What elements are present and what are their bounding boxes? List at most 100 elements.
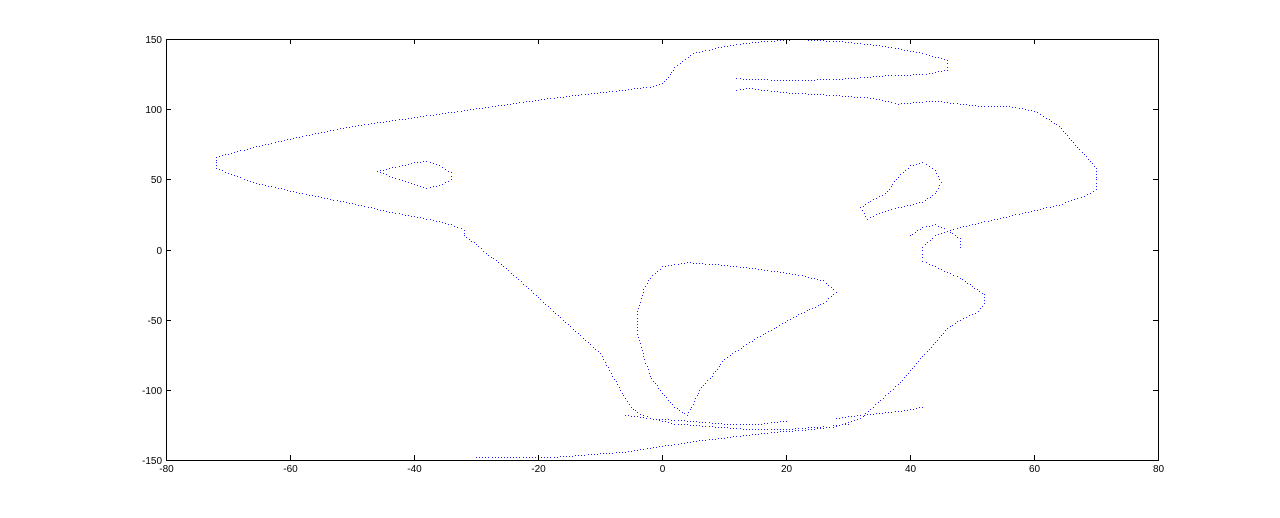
data-point <box>950 273 951 274</box>
data-point <box>920 229 921 230</box>
data-point <box>767 429 768 430</box>
data-point <box>256 183 257 184</box>
data-point <box>820 428 821 429</box>
data-point <box>299 193 300 194</box>
data-point <box>730 428 731 429</box>
data-point <box>573 329 574 330</box>
data-point <box>699 440 700 441</box>
data-point <box>553 311 554 312</box>
data-point <box>752 341 753 342</box>
data-point <box>848 416 849 417</box>
data-point <box>688 57 689 58</box>
data-point <box>904 75 905 76</box>
data-point <box>749 88 750 89</box>
data-point <box>485 457 486 458</box>
data-point <box>554 98 555 99</box>
data-point <box>451 224 452 225</box>
data-point <box>402 119 403 120</box>
data-point <box>867 77 868 78</box>
data-point <box>966 317 967 318</box>
data-point <box>1040 114 1041 115</box>
data-point <box>945 330 946 331</box>
data-point <box>511 273 512 274</box>
data-point <box>637 416 638 417</box>
data-point <box>448 181 449 182</box>
data-point <box>767 79 768 80</box>
data-point <box>442 113 443 114</box>
data-point <box>944 59 945 60</box>
data-point <box>684 263 685 264</box>
data-point <box>860 418 861 419</box>
data-point <box>374 208 375 209</box>
data-point <box>918 361 919 362</box>
data-point <box>817 428 818 429</box>
data-point <box>789 431 790 432</box>
data-point <box>445 169 446 170</box>
data-point <box>688 412 689 413</box>
data-point <box>746 429 747 430</box>
data-point <box>346 127 347 128</box>
data-point <box>922 102 923 103</box>
data-point <box>302 193 303 194</box>
data-point <box>974 288 975 289</box>
data-point <box>867 414 868 415</box>
data-point <box>219 169 220 170</box>
data-point <box>730 424 731 425</box>
data-point <box>938 176 939 177</box>
data-point <box>854 97 855 98</box>
data-point <box>321 132 322 133</box>
data-point <box>952 233 953 234</box>
data-point <box>761 429 762 430</box>
data-point <box>786 429 787 430</box>
data-point <box>1003 217 1004 218</box>
data-point <box>802 80 803 81</box>
data-point <box>926 164 927 165</box>
data-point <box>705 426 706 427</box>
data-point <box>842 41 843 42</box>
data-point <box>764 41 765 42</box>
data-point <box>485 107 486 108</box>
data-point <box>680 63 681 64</box>
data-point <box>947 67 948 68</box>
data-point <box>888 412 889 413</box>
data-point <box>1084 196 1085 197</box>
data-point <box>1061 128 1062 129</box>
data-point <box>862 210 863 211</box>
data-point <box>984 221 985 222</box>
data-point <box>885 211 886 212</box>
data-point <box>740 267 741 268</box>
data-point <box>910 51 911 52</box>
data-point <box>927 351 928 352</box>
data-point <box>935 101 936 102</box>
data-point <box>488 255 489 256</box>
data-point <box>702 263 703 264</box>
data-point <box>721 427 722 428</box>
data-point <box>757 337 758 338</box>
data-point <box>929 166 930 167</box>
data-point <box>908 373 909 374</box>
data-point <box>953 275 954 276</box>
data-point <box>885 46 886 47</box>
data-point <box>575 455 576 456</box>
data-point <box>616 452 617 453</box>
data-point <box>321 197 322 198</box>
data-point <box>842 79 843 80</box>
data-point <box>653 86 654 87</box>
data-point <box>275 142 276 143</box>
data-point <box>811 429 812 430</box>
data-point <box>828 285 829 286</box>
data-point <box>445 113 446 114</box>
data-point <box>1019 214 1020 215</box>
data-point <box>445 223 446 224</box>
data-point <box>442 184 443 185</box>
data-point <box>693 404 694 405</box>
data-point <box>876 413 877 414</box>
data-point <box>346 202 347 203</box>
data-point <box>588 454 589 455</box>
data-point <box>820 280 821 281</box>
data-point <box>699 422 700 423</box>
data-point <box>879 99 880 100</box>
y-tick-label: -150 <box>142 456 162 467</box>
data-point <box>693 441 694 442</box>
data-point <box>761 79 762 80</box>
